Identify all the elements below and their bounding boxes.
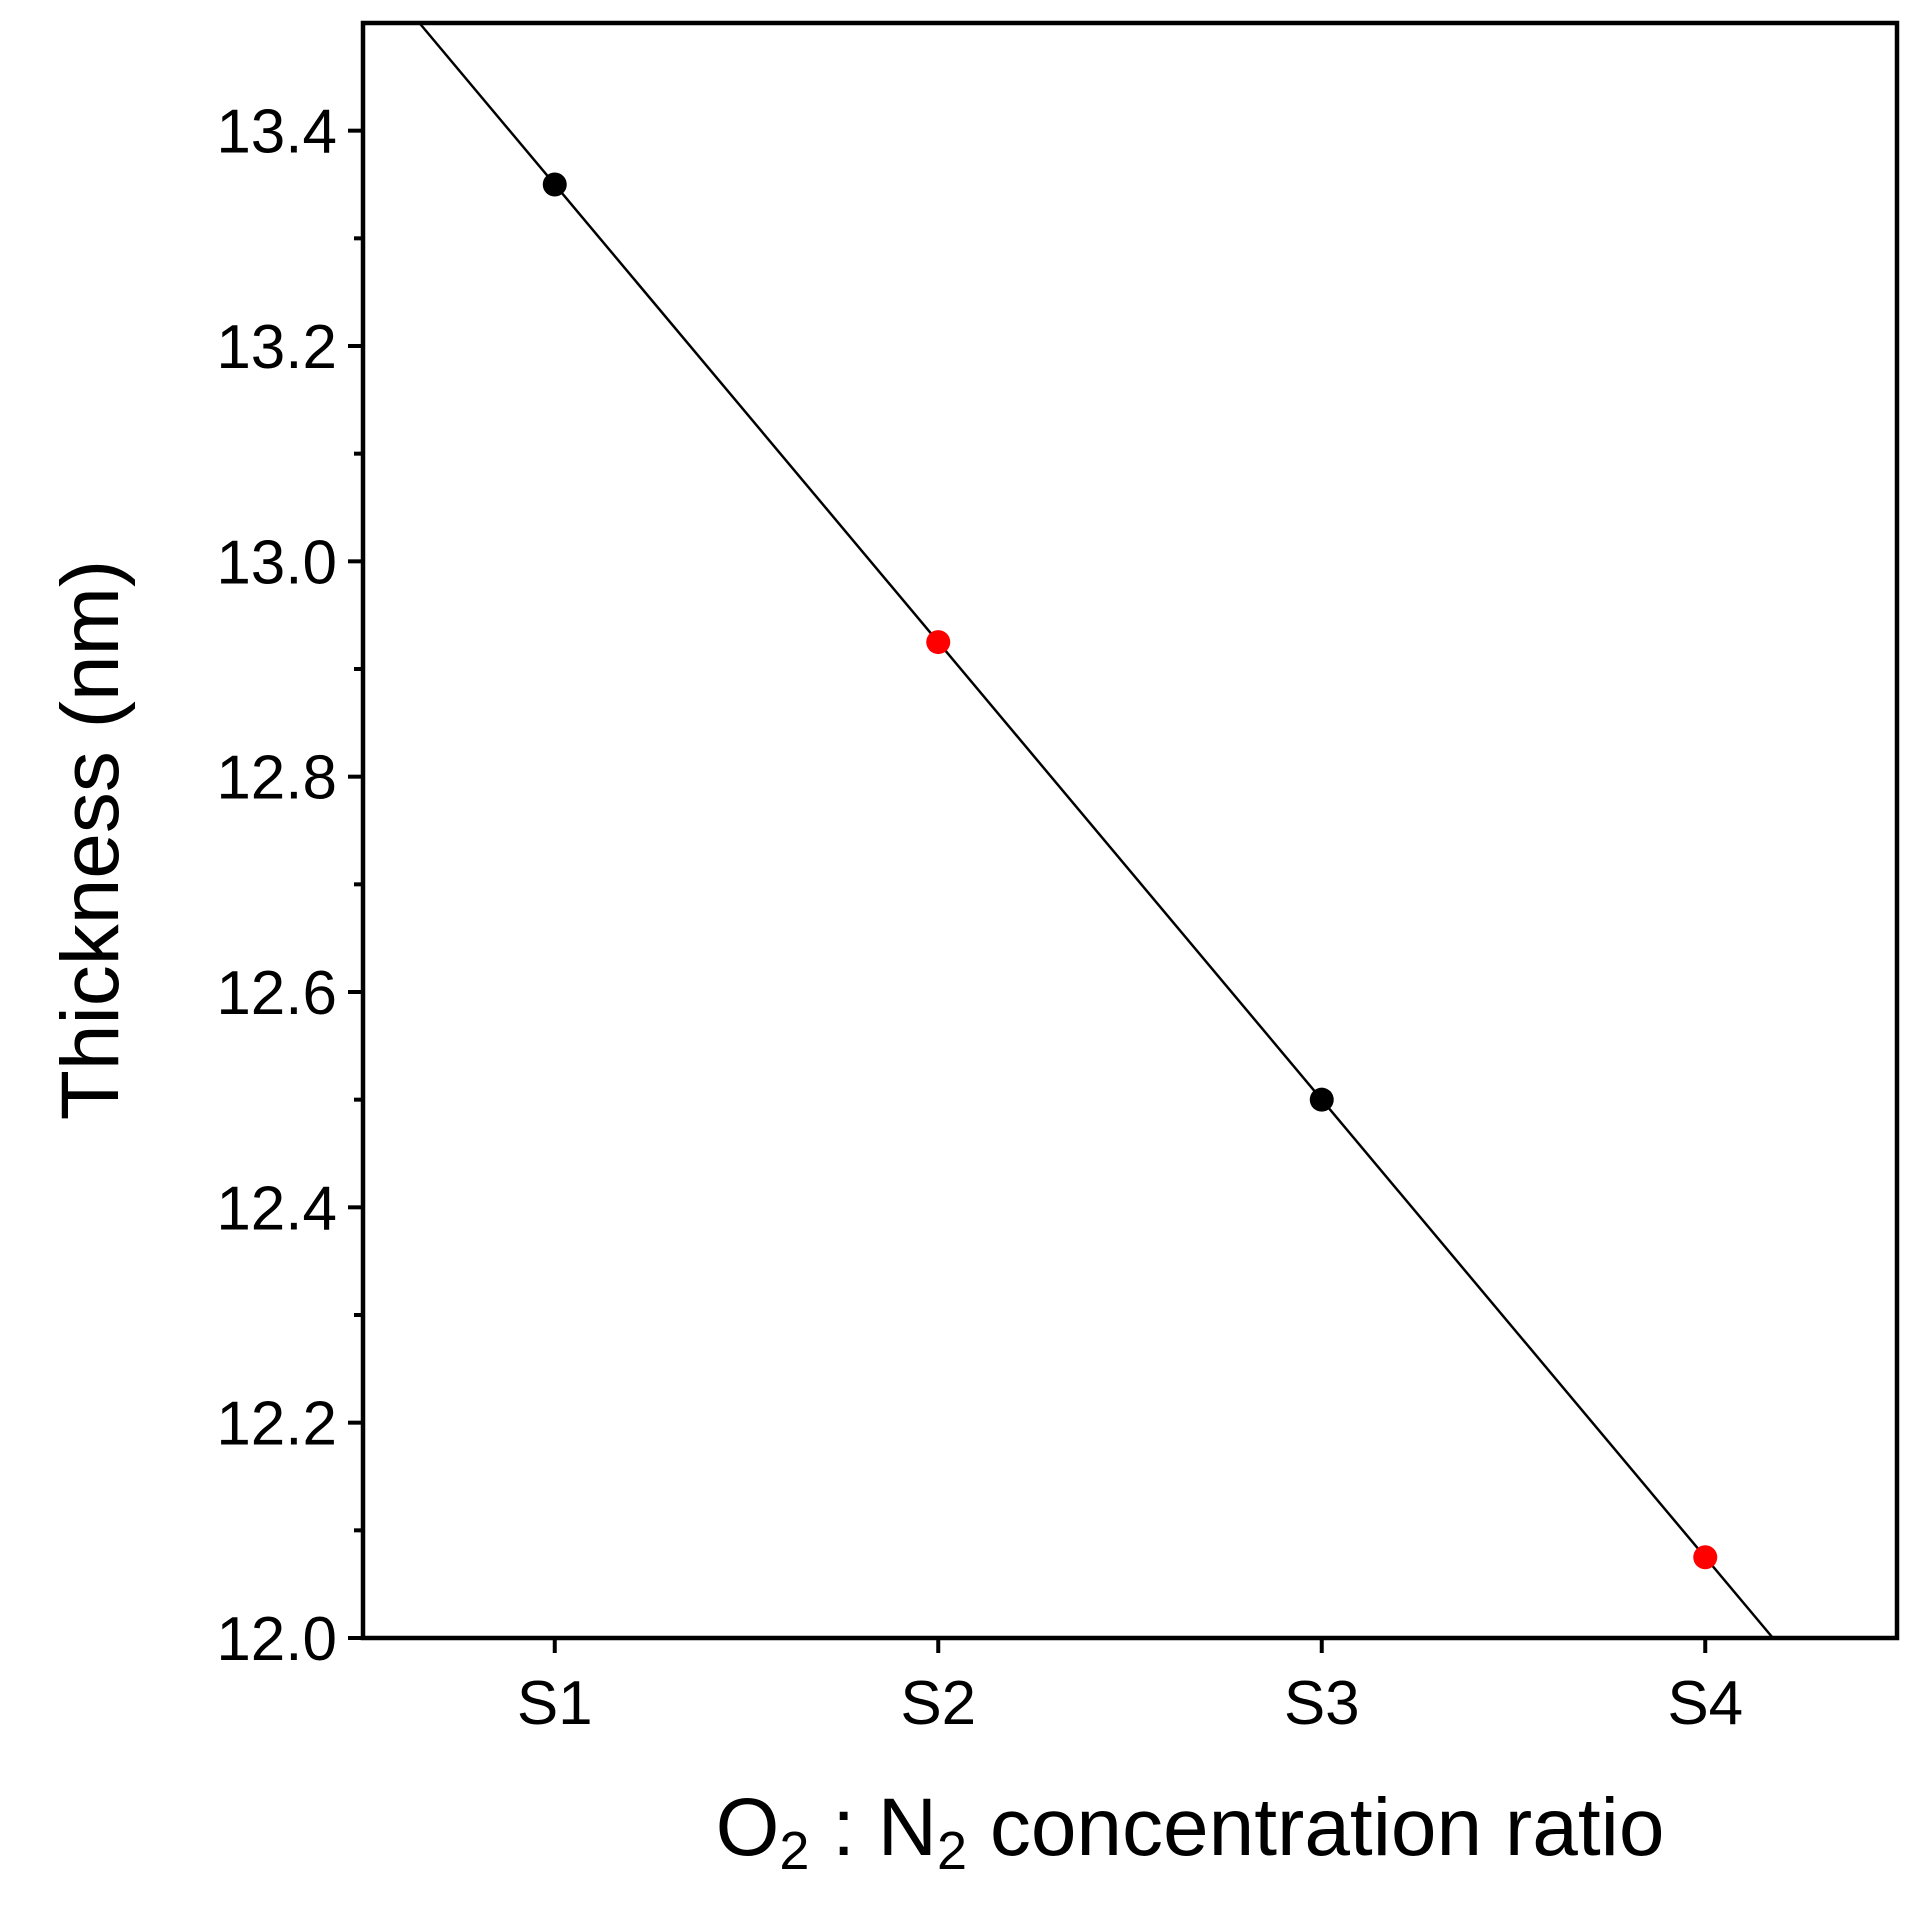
y-tick-label: 13.0 — [216, 528, 337, 597]
data-point-s3 — [1309, 1087, 1334, 1112]
y-tick-label: 12.4 — [216, 1174, 337, 1243]
y-tick-label: 12.8 — [216, 744, 337, 813]
data-point-s2 — [926, 630, 951, 655]
data-point-s1 — [542, 172, 567, 197]
x-title-o: O — [716, 1782, 780, 1873]
y-tick-label: 13.2 — [216, 313, 337, 382]
plot-area — [418, 22, 1774, 1639]
fit-line — [418, 22, 1774, 1639]
y-tick-label: 12.2 — [216, 1390, 337, 1459]
x-tick-label: S2 — [900, 1669, 976, 1738]
x-title-n-subscript: 2 — [937, 1821, 967, 1881]
x-title-o-subscript: 2 — [779, 1821, 809, 1881]
y-axis-title: Thickness (nm) — [45, 560, 136, 1120]
y-tick-label: 13.4 — [216, 98, 337, 167]
axes: 12.0 12.2 12.4 12.6 12.8 13.0 13.2 13.4 S1 S2 S3 S4 — [216, 20, 1900, 1738]
x-title-rest: concentration ratio — [967, 1782, 1664, 1873]
x-axis-title: O2 : N2 concentration ratio — [716, 1782, 1665, 1881]
y-tick-label: 12.6 — [216, 959, 337, 1028]
data-point-s4 — [1693, 1545, 1718, 1570]
x-tick-label: S3 — [1284, 1669, 1360, 1738]
x-tick-label: S1 — [517, 1669, 593, 1738]
y-tick-label: 12.0 — [216, 1605, 337, 1674]
x-tick-label: S4 — [1667, 1669, 1743, 1738]
plot-frame — [360, 20, 1900, 1641]
x-title-separator: : N — [809, 1782, 937, 1873]
